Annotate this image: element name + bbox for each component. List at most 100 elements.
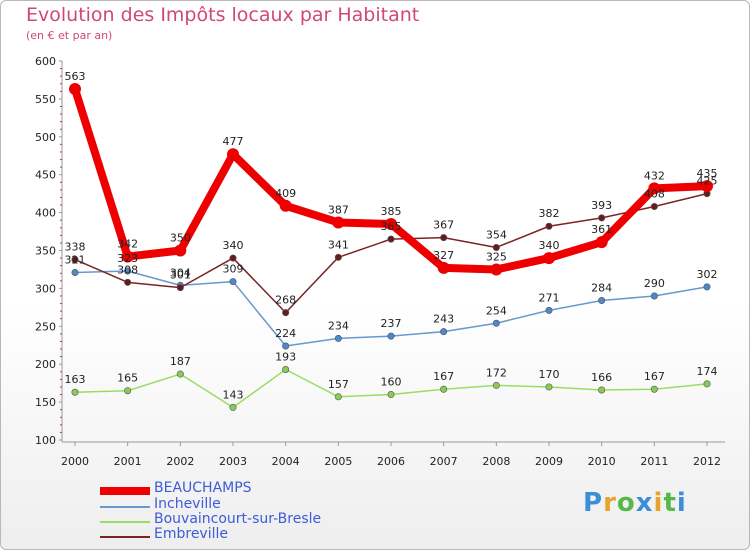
logo-letter: P [583,488,604,518]
x-tick-label: 2008 [482,455,510,468]
data-label: 354 [486,228,507,241]
x-tick-label: 2000 [61,455,89,468]
data-point [121,250,134,263]
data-label: 193 [275,351,296,364]
data-point [334,393,342,401]
data-label: 170 [539,368,560,381]
data-point [332,216,345,229]
data-point [279,199,292,212]
data-point [334,334,342,342]
x-tick-label: 2006 [377,455,405,468]
x-tick-label: 2011 [640,455,668,468]
axes: 100 150 200 250 300 350 400 450 500 550 600 2000 200… [35,55,725,468]
data-point [229,278,237,286]
logo-letter: i [653,488,664,518]
data-point [387,235,395,243]
data-label: 432 [644,169,665,182]
data-point [437,261,450,274]
y-tick-label: 150 [35,396,56,409]
logo-letter: i [676,488,687,518]
y-tick-label: 100 [35,434,56,447]
data-point [492,243,500,251]
data-label: 342 [117,238,138,251]
data-label: 408 [644,188,665,201]
legend-label: BEAUCHAMPS [154,480,252,496]
data-point [545,306,553,314]
data-point [71,388,79,396]
data-point [124,387,132,395]
data-label: 477 [223,135,244,148]
data-point [124,267,132,275]
data-label: 350 [170,232,191,245]
data-label: 163 [65,373,86,386]
data-label: 172 [486,366,507,379]
x-tick-label: 2005 [324,455,352,468]
data-label: 385 [381,205,402,218]
legend-label: Incheville [154,496,221,512]
data-label: 284 [591,282,612,295]
data-label: 340 [539,239,560,252]
data-label: 290 [644,277,665,290]
data-point [598,297,606,305]
data-point [650,292,658,300]
data-point [174,244,187,257]
data-point [69,83,81,96]
data-label: 160 [381,376,402,389]
x-tick-label: 2001 [114,455,142,468]
data-label: 340 [223,239,244,252]
data-point [229,403,237,411]
data-label: 382 [539,207,560,220]
data-point [650,203,658,211]
data-label: 165 [117,372,138,385]
data-label: 365 [381,220,402,233]
x-tick-label: 2002 [166,455,194,468]
legend-swatch [100,506,150,508]
y-tick-label: 250 [35,320,56,333]
data-label: 243 [433,313,454,326]
data-point [227,148,239,161]
data-point [703,283,711,291]
data-label: 174 [697,365,718,378]
data-point [492,381,500,389]
legend-swatch [100,521,150,523]
data-point [124,278,132,286]
y-tick-label: 550 [35,93,56,106]
data-point [595,236,608,249]
x-tick-label: 2003 [219,455,247,468]
data-label: 325 [486,250,507,263]
data-point [701,180,713,193]
y-tick-label: 600 [35,55,56,68]
data-labels: 163 165 187 143 193 157 160 167 172 170 166 167 174 3… [65,70,718,401]
data-point [176,284,184,292]
data-label: 367 [433,219,454,232]
data-point [492,319,500,327]
series-lines [69,83,713,411]
data-label: 237 [381,317,402,330]
data-label: 563 [65,70,86,83]
data-point [334,253,342,261]
data-point [440,385,448,393]
data-label: 309 [223,263,244,276]
logo-letter: r [603,488,617,518]
data-point [71,256,79,264]
y-tick-label: 350 [35,245,56,258]
data-label: 393 [591,199,612,212]
data-label: 435 [697,167,718,180]
y-tick-label: 300 [35,282,56,295]
data-label: 268 [275,294,296,307]
data-point [490,263,503,276]
data-label: 166 [591,371,612,384]
data-label: 167 [433,370,454,383]
data-label: 167 [644,370,665,383]
data-label: 327 [433,249,454,262]
logo-letter: o [616,488,636,518]
data-point [387,391,395,399]
data-label: 361 [591,223,612,236]
x-tick-label: 2012 [693,455,721,468]
data-point [598,214,606,222]
data-point [703,380,711,388]
data-point [545,222,553,230]
data-point [385,217,397,230]
